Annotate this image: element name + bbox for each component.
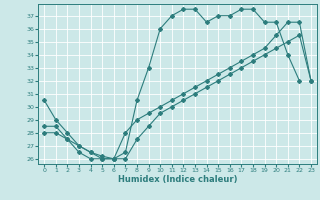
X-axis label: Humidex (Indice chaleur): Humidex (Indice chaleur): [118, 175, 237, 184]
